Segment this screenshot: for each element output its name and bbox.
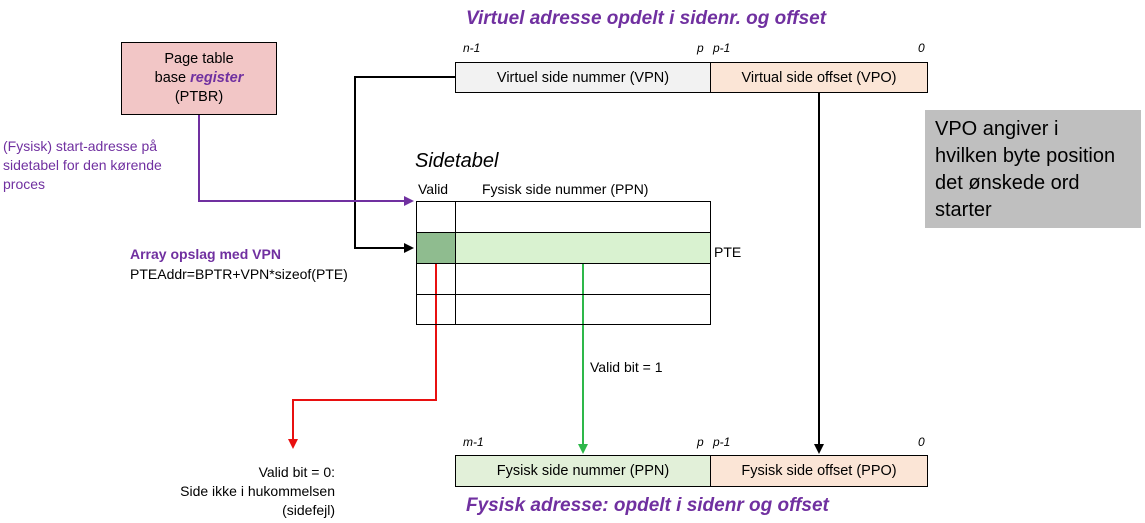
ppn-column-header: Fysisk side nummer (PPN): [482, 181, 649, 197]
page-table-title: Sidetabel: [415, 150, 499, 172]
ptbr-line2: base register: [155, 69, 244, 88]
ppo-field: Fysisk side offset (PPO): [710, 455, 928, 487]
physical-bit-p-1: p-1: [713, 435, 731, 449]
ppn-label: Fysisk side nummer (PPN): [496, 463, 670, 479]
page-fault-note: Valid bit = 0: Side ikke i hukommelsen (…: [180, 463, 335, 520]
ptbr-line1: Page table: [164, 51, 234, 67]
vpo-note-line: hvilken byte position: [935, 145, 1116, 167]
pte-ppn-cell: [455, 232, 711, 264]
start-note-line: proces: [3, 176, 46, 192]
vpn-field: Virtuel side nummer (VPN): [455, 62, 711, 93]
vpo-note-line: det ønskede ord: [935, 172, 1080, 194]
vpo-field: Virtual side offset (VPO): [710, 62, 928, 93]
table-valid-cell: [416, 201, 456, 233]
table-ppn-cell: [455, 294, 711, 325]
start-note-line: sidetabel for den kørende: [3, 157, 162, 173]
valid-column-header: Valid: [418, 181, 449, 197]
vpn-to-pte-arrow: [354, 76, 456, 253]
ptbr-register-word: register: [190, 70, 244, 86]
virtual-bit-0: 0: [918, 41, 925, 55]
virtual-bit-p: p: [697, 41, 704, 55]
ptbr-line3: (PTBR): [174, 89, 224, 105]
vpo-note-line: VPO angiver i: [935, 118, 1059, 140]
physical-bit-p: p: [697, 435, 704, 449]
table-valid-cell: [416, 294, 456, 325]
table-valid-cell: [416, 263, 456, 295]
physical-bit-0: 0: [918, 435, 925, 449]
page-fault-line: (sidefejl): [282, 502, 335, 518]
physical-bit-m-1: m-1: [463, 435, 484, 449]
page-fault-line: Valid bit = 0:: [258, 464, 335, 480]
vpo-note-line: starter: [935, 199, 992, 221]
vpo-label: Virtual side offset (VPO): [741, 69, 897, 86]
virtual-address-title: Virtuel adresse opdelt i sidenr. og offs…: [466, 8, 827, 29]
start-note-line: (Fysisk) start-adresse på: [3, 138, 158, 154]
ptbr-line2-prefix: base: [154, 70, 191, 86]
ptbr-box: Page table base register (PTBR): [121, 42, 277, 115]
ppn-field: Fysisk side nummer (PPN): [455, 455, 711, 487]
ptbr-to-table-arrow: [198, 114, 414, 206]
page-fault-line: Side ikke i hukommelsen: [180, 483, 335, 499]
table-ppn-cell: [455, 263, 711, 295]
pte-label: PTE: [714, 244, 742, 260]
page-fault-arrow: [288, 250, 437, 449]
lookup-formula: PTEAddr=BPTR+VPN*sizeof(PTE): [130, 266, 348, 282]
vpo-explanation-box: VPO angiver i hvilken byte position det …: [925, 110, 1141, 228]
lookup-heading: Array opslag med VPN: [130, 246, 281, 262]
virtual-bit-p-1: p-1: [713, 41, 731, 55]
page-table: [416, 201, 711, 325]
ppo-label: Fysisk side offset (PPO): [741, 463, 897, 479]
vpn-label: Virtuel side nummer (VPN): [496, 69, 670, 86]
physical-address-title: Fysisk adresse: opdelt i sidenr og offse…: [466, 495, 829, 516]
valid-bit-one-label: Valid bit = 1: [590, 359, 663, 375]
virtual-bit-n-1: n-1: [463, 41, 481, 55]
table-ppn-cell: [455, 201, 711, 233]
pte-valid-cell: [416, 232, 456, 264]
start-address-note: (Fysisk) start-adresse på sidetabel for …: [3, 137, 162, 194]
